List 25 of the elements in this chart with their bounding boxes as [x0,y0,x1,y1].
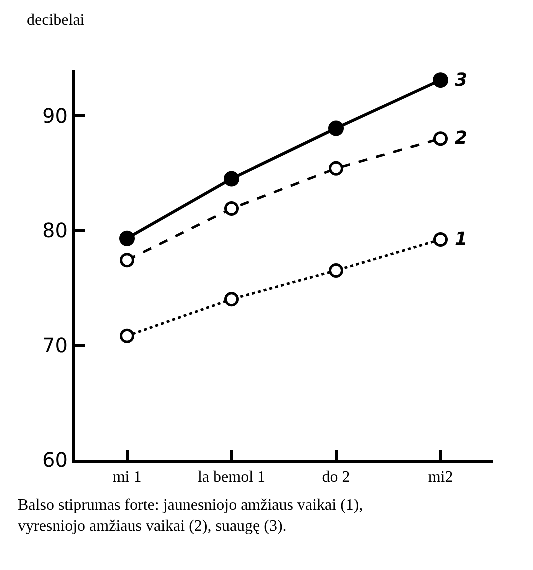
point [120,328,134,344]
point [328,120,344,136]
x-tick-label: do 2 [322,469,350,486]
point [120,253,134,268]
point [224,202,239,216]
series-label: 3 [455,70,468,91]
x-tick-label: mi 1 [112,469,142,486]
point [434,132,448,146]
point [434,232,448,248]
y-axis-title: decibelai [27,12,86,29]
y-tick-label: 80 [42,218,68,243]
point [329,263,344,278]
point [120,230,135,246]
y-tick-label: 70 [42,333,68,358]
x-tick-label: mi2 [428,469,454,486]
point [329,161,344,176]
x-tick-label: la bemol 1 [198,469,266,486]
series-label: 1 [455,229,468,250]
text: Balso stiprumas forte: jaunesniojo amžiaus vaikai (1), vyresniojo amžiaus vaikai (2), suaugę (3). [18,497,364,535]
y-tick-label: 60 [42,448,68,472]
point [224,292,239,307]
y-tick-label: 90 [42,104,68,128]
series-label: 2 [455,128,468,149]
point [433,72,448,88]
point [224,171,240,187]
